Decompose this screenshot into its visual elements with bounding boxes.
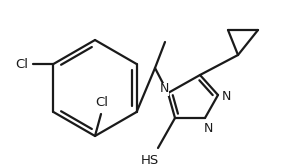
Text: Cl: Cl [15, 57, 28, 70]
Text: Cl: Cl [96, 97, 108, 110]
Text: N: N [221, 90, 231, 103]
Text: HS: HS [141, 153, 159, 166]
Text: N: N [159, 82, 169, 96]
Text: N: N [203, 123, 213, 135]
